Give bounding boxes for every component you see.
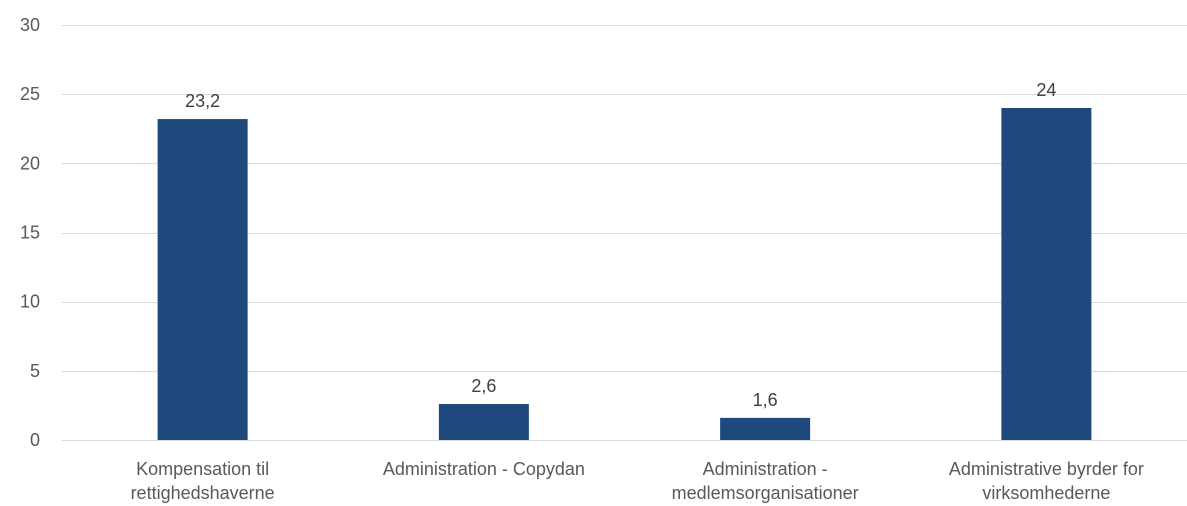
x-category-label: Administration - Copydan: [383, 459, 585, 479]
data-label: 2,6: [471, 376, 496, 396]
data-labels: 23,2 2,6 1,6 24: [185, 80, 1056, 410]
y-tick-label: 30: [20, 15, 40, 35]
bar: [157, 119, 248, 441]
x-category-label: medlemsorganisationer: [672, 483, 859, 503]
bar: [1001, 108, 1092, 440]
gridlines: [62, 25, 1187, 441]
data-label: 1,6: [753, 390, 778, 410]
x-category-label: virksomhederne: [982, 483, 1110, 503]
y-tick-label: 5: [30, 361, 40, 381]
data-label: 24: [1036, 80, 1056, 100]
x-category-label: Administration -: [703, 459, 828, 479]
x-category-label: Administrative byrder for: [949, 459, 1144, 479]
x-category-label: rettighedshaverne: [131, 483, 275, 503]
x-axis-category-labels: Kompensation til rettighedshaverne Adminis…: [131, 459, 1144, 503]
bars: [157, 108, 1092, 441]
x-category-label: Kompensation til: [136, 459, 269, 479]
y-axis-tick-labels: 0 5 10 15 20 25 30: [20, 15, 40, 450]
y-tick-label: 15: [20, 223, 40, 243]
bar: [438, 404, 529, 440]
data-label: 23,2: [185, 91, 220, 111]
y-tick-label: 0: [30, 430, 40, 450]
y-tick-label: 25: [20, 84, 40, 104]
bar: [720, 417, 811, 440]
y-tick-label: 20: [20, 153, 40, 173]
y-tick-label: 10: [20, 292, 40, 312]
